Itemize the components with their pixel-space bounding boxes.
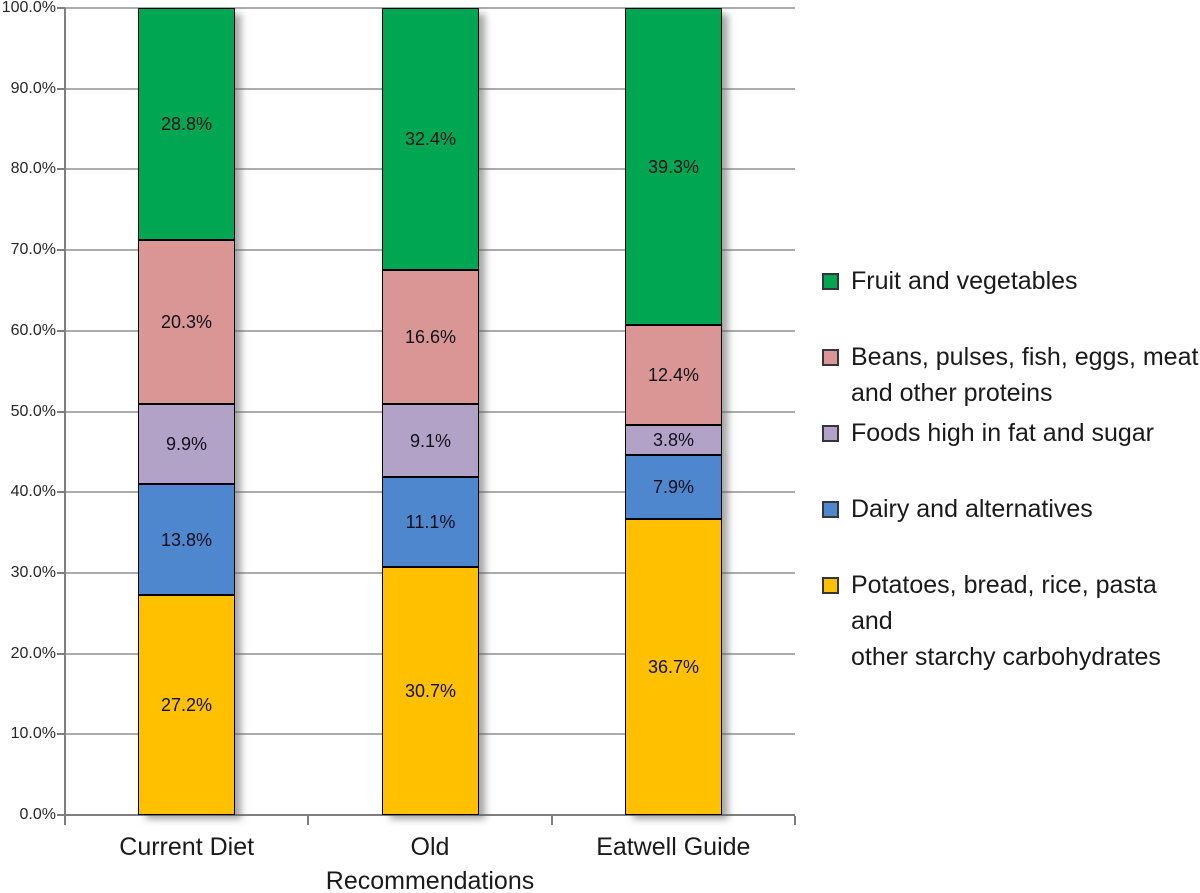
y-tick-label: 60.0% <box>10 322 56 339</box>
legend-swatch <box>822 425 839 442</box>
y-tick-label: 0.0% <box>19 806 56 823</box>
x-axis-label: Eatwell Guide <box>596 833 751 861</box>
y-tick-label: 90.0% <box>10 80 56 97</box>
x-axis-tick <box>64 816 66 825</box>
legend-swatch <box>822 273 839 290</box>
legend-swatch <box>822 349 839 366</box>
bar-segment: 11.1% <box>382 477 479 567</box>
y-axis-tick <box>57 7 65 9</box>
bar-segment: 27.2% <box>138 595 235 815</box>
legend-item: Potatoes, bread, rice, pasta and other s… <box>822 567 1200 675</box>
y-axis-tick <box>57 249 65 251</box>
segment-value-label: 9.1% <box>409 430 452 451</box>
bar-segment: 3.8% <box>625 425 722 455</box>
y-axis-tick <box>57 814 65 816</box>
legend-swatch <box>822 577 839 594</box>
bar-segment: 9.1% <box>382 404 479 477</box>
segment-value-label: 28.8% <box>160 114 213 134</box>
bar-segment: 13.8% <box>138 484 235 595</box>
bar-segment: 30.7% <box>382 567 479 815</box>
segment-value-label: 3.8% <box>652 430 695 450</box>
y-tick-label: 70.0% <box>10 241 56 258</box>
y-tick-label: 50.0% <box>10 403 56 420</box>
x-axis-tick <box>794 816 796 825</box>
bar-segment: 16.6% <box>382 270 479 404</box>
y-axis-tick <box>57 491 65 493</box>
bar-segment: 20.3% <box>138 240 235 404</box>
x-axis-tick <box>551 816 553 825</box>
segment-value-label: 39.3% <box>647 156 700 177</box>
bar-segment: 28.8% <box>138 8 235 240</box>
y-axis-line <box>64 8 66 817</box>
y-tick-label: 40.0% <box>10 483 56 500</box>
x-axis-tick <box>307 816 309 825</box>
segment-value-label: 30.7% <box>404 681 457 701</box>
segment-value-label: 32.4% <box>404 129 457 149</box>
segment-value-label: 13.8% <box>160 529 213 550</box>
legend-item: Foods high in fat and sugar <box>822 415 1154 451</box>
legend-item: Dairy and alternatives <box>822 491 1093 527</box>
legend-item: Beans, pulses, fish, eggs, meat and othe… <box>822 339 1198 411</box>
y-tick-label: 20.0% <box>10 645 56 662</box>
y-axis-tick <box>57 330 65 332</box>
legend-label: Beans, pulses, fish, eggs, meat and othe… <box>851 343 1199 407</box>
segment-value-label: 20.3% <box>160 312 213 332</box>
y-axis-tick <box>57 733 65 735</box>
x-axis-line <box>65 814 795 816</box>
segment-value-label: 7.9% <box>652 477 695 497</box>
bar-3: 36.7% 7.9% 3.8% 12.4% 39.3% <box>625 8 722 815</box>
bar-segment: 36.7% <box>625 519 722 815</box>
y-tick-label: 30.0% <box>10 564 56 581</box>
legend-label: Foods high in fat and sugar <box>851 419 1154 447</box>
bar-segment: 7.9% <box>625 455 722 519</box>
y-axis-tick <box>57 572 65 574</box>
y-axis-tick <box>57 168 65 170</box>
y-tick-label: 80.0% <box>10 160 56 177</box>
y-tick-label: 100.0% <box>1 0 56 16</box>
bar-segment: 9.9% <box>138 404 235 484</box>
segment-value-label: 12.4% <box>647 365 700 385</box>
segment-value-label: 27.2% <box>160 695 213 715</box>
bar-1: 27.2% 13.8% 9.9% 20.3% 28.8% <box>138 8 235 815</box>
legend-label: Potatoes, bread, rice, pasta and other s… <box>851 571 1161 671</box>
legend-label: Dairy and alternatives <box>851 495 1093 523</box>
segment-value-label: 9.9% <box>165 434 208 454</box>
x-axis-label: Current Diet <box>119 833 255 861</box>
y-axis-tick <box>57 88 65 90</box>
legend-item: Fruit and vegetables <box>822 263 1078 299</box>
y-axis-tick <box>57 653 65 655</box>
bar-segment: 12.4% <box>625 325 722 425</box>
segment-value-label: 16.6% <box>404 327 457 347</box>
segment-value-label: 11.1% <box>405 512 456 532</box>
segment-value-label: 36.7% <box>647 657 700 677</box>
x-axis-label: Old Recommendations <box>325 833 535 893</box>
legend-label: Fruit and vegetables <box>851 267 1078 295</box>
bar-segment: 32.4% <box>382 8 479 270</box>
bar-segment: 39.3% <box>625 8 722 325</box>
y-tick-label: 10.0% <box>10 725 56 742</box>
legend-swatch <box>822 501 839 518</box>
y-axis-tick <box>57 411 65 413</box>
bar-2: 30.7% 11.1% 9.1% 16.6% 32.4% <box>382 8 479 815</box>
